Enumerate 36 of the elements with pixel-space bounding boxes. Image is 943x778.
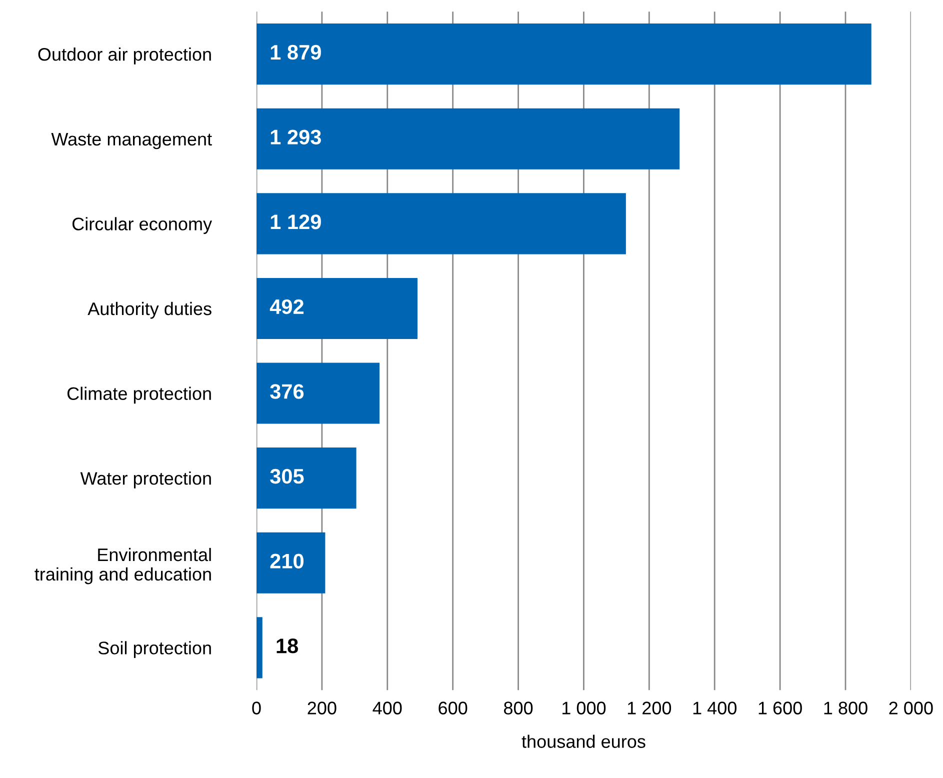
- data-label: 210: [270, 554, 304, 568]
- x-tick-label: 1 000: [562, 702, 606, 714]
- bar: [256, 24, 872, 85]
- bar: [256, 193, 626, 254]
- y-tick-label: Environmental training and education: [34, 548, 211, 584]
- y-tick-label: Outdoor air protection: [38, 48, 211, 64]
- data-label: 1 293: [270, 130, 321, 144]
- x-tick-label: 0: [252, 702, 261, 714]
- x-tick-label: 600: [438, 702, 468, 714]
- y-tick-label: Water protection: [80, 472, 211, 488]
- y-tick-label: Authority duties: [88, 302, 212, 319]
- bar: [256, 108, 680, 170]
- data-label: 492: [270, 299, 304, 314]
- bar: [256, 362, 380, 424]
- bar: [256, 532, 326, 594]
- x-tick-label: 1 200: [628, 702, 672, 714]
- y-tick-label: Waste management: [51, 132, 212, 150]
- data-label: 18: [276, 638, 298, 654]
- x-tick-label: 1 800: [824, 702, 868, 714]
- bar: [256, 617, 262, 678]
- y-tick-label: Climate protection: [67, 386, 211, 404]
- y-tick-label: Circular economy: [72, 217, 212, 234]
- x-tick-label: 1 400: [693, 702, 736, 714]
- x-tick-label: 1 600: [758, 702, 802, 714]
- data-label: 305: [270, 468, 304, 484]
- x-tick-label: 2 000: [889, 702, 933, 714]
- x-axis-title: thousand euros: [522, 734, 646, 748]
- x-tick-label: 800: [504, 702, 533, 714]
- bar: [256, 448, 356, 509]
- data-label: 1 129: [270, 214, 321, 230]
- x-tick-label: 200: [308, 702, 336, 714]
- y-tick-label: Soil protection: [98, 641, 211, 658]
- x-tick-label: 400: [372, 702, 402, 714]
- bar: [256, 278, 418, 340]
- data-label: 1 879: [270, 44, 321, 60]
- data-label: 376: [270, 384, 304, 399]
